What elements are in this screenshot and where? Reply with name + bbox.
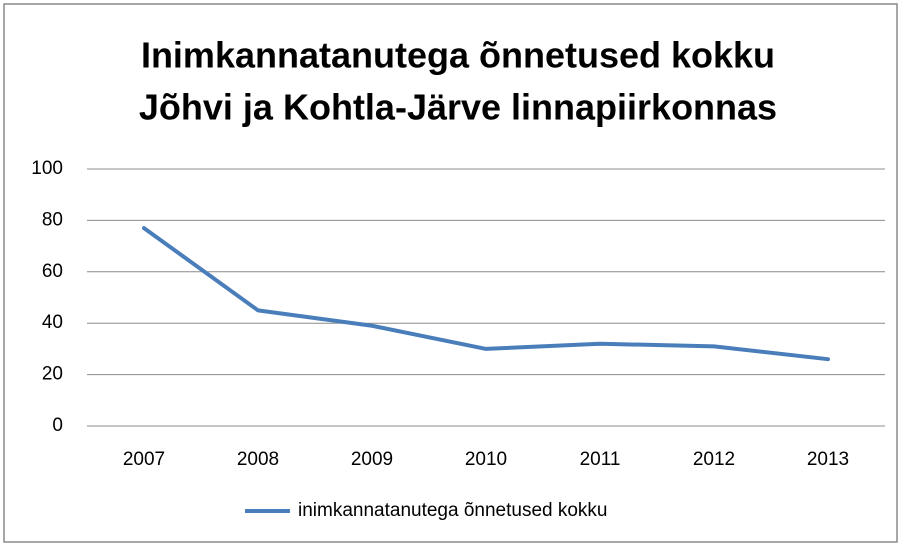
- x-tick-label: 2012: [693, 449, 735, 470]
- y-tick-label: 80: [42, 209, 63, 230]
- y-tick-label: 60: [42, 261, 63, 282]
- chart-title: Jõhvi ja Kohtla-Järve linnapiirkonnas: [139, 87, 777, 128]
- y-tick-label: 20: [42, 364, 63, 385]
- chart-frame: [3, 3, 898, 543]
- x-tick-label: 2013: [807, 449, 849, 470]
- legend-label: inimkannatanutega õnnetused kokku: [298, 500, 608, 521]
- series-line: [142, 226, 830, 362]
- x-tick-label: 2009: [351, 449, 393, 470]
- x-tick-label: 2007: [123, 449, 165, 470]
- y-tick-label: 0: [52, 415, 63, 436]
- x-tick-label: 2008: [237, 449, 279, 470]
- chart-title: Inimkannatanutega õnnetused kokku: [141, 35, 775, 76]
- y-tick-label: 40: [42, 312, 63, 333]
- y-tick-label: 100: [31, 158, 63, 179]
- x-tick-label: 2011: [580, 449, 621, 470]
- x-tick-label: 2010: [465, 449, 507, 470]
